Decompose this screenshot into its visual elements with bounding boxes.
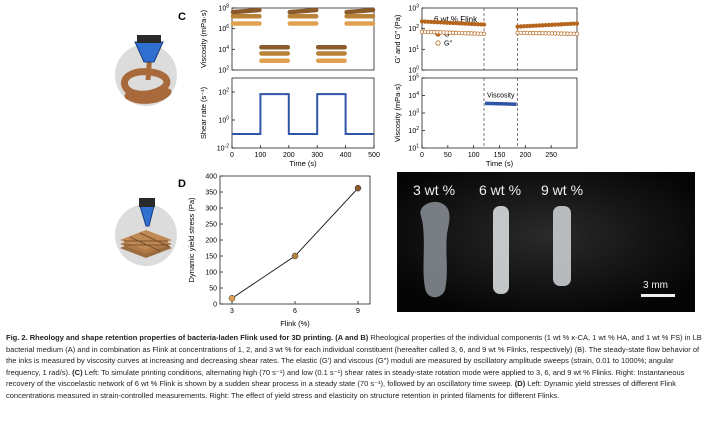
recovery-xtick-label: 100: [468, 152, 480, 159]
chart-shear-rate-time: 10-2 100 102 0 100 200 300 400 500 Time (s) Shear …: [199, 77, 380, 168]
yield-ytick-label: 150: [205, 254, 217, 261]
caption-ab-label: (A and B): [335, 333, 369, 342]
recovery-ytick-label: 104: [408, 91, 419, 100]
yield-point: [228, 294, 236, 302]
viscosity-ylabel: Viscosity (mPa·s): [199, 9, 208, 68]
legend-marker-2: [435, 40, 441, 46]
nozzle-extrusion-illustration: [115, 35, 177, 106]
filament-9wt: [553, 206, 571, 286]
viscosity-ytick-label: 104: [218, 45, 229, 54]
shear-ytick-label: 102: [218, 88, 229, 97]
caption-ab-text: Rheological properties of the individual…: [6, 333, 702, 377]
shear-xtick-label: 500: [368, 152, 380, 159]
filament-photo: 3 wt % 6 wt % 9 wt % 3 mm: [397, 172, 695, 312]
moduli-point-2: [481, 31, 487, 36]
photo-label-9wt: 9 wt %: [541, 182, 584, 198]
viscosity-series-1-segment: [230, 7, 262, 15]
panel-c-label: C: [178, 11, 186, 23]
legend-label-2: G″: [444, 41, 452, 48]
recovery-annotation: Viscosity: [487, 92, 515, 99]
viscosity-ytick-label: 106: [218, 24, 229, 33]
moduli-ytick-label: 103: [408, 4, 419, 13]
yield-point: [291, 252, 299, 260]
scale-bar-label: 3 mm: [643, 280, 668, 291]
yield-ytick-label: 250: [205, 222, 217, 229]
moduli-annotation: 6 wt % Flink: [434, 15, 478, 24]
moduli-point-1: [481, 22, 487, 27]
chart-recovery-viscosity: 101 102 103 104 105 0 50 100 150 200 250 Time (s) Vi…: [393, 74, 578, 168]
printed-lattice-illustration: [115, 198, 177, 266]
shear-rate-line: [232, 93, 374, 135]
recovery-viscosity-series: [484, 101, 517, 106]
shear-ytick-label: 100: [218, 116, 229, 125]
recovery-xtick-label: 0: [420, 152, 424, 159]
legend-label-1: G′: [444, 32, 451, 39]
recovery-ylabel: Viscosity (mPa·s): [393, 83, 402, 142]
recovery-xtick-label: 150: [494, 152, 506, 159]
shear-xtick-label: 200: [283, 152, 295, 159]
recovery-ytick-label: 103: [408, 109, 419, 118]
yield-ytick-label: 400: [205, 174, 217, 181]
viscosity-ytick-label: 102: [218, 66, 229, 75]
yield-ytick-label: 200: [205, 238, 217, 245]
recovery-xtick-label: 50: [444, 152, 452, 159]
yield-plot-frame: [219, 175, 371, 305]
yield-ytick-label: 0: [213, 302, 217, 309]
shear-xtick-label: 300: [311, 152, 323, 159]
yield-ytick-label: 350: [205, 190, 217, 197]
chart-yield-stress: 0 50 100 150 200 250 300 350 400 3 6 9 Flink (%) Dyna…: [187, 174, 371, 328]
yield-ytick-label: 300: [205, 206, 217, 213]
yield-ylabel: Dynamic yield stress (Pa): [187, 197, 196, 283]
shear-ylabel: Shear rate (s⁻¹): [199, 86, 208, 139]
shear-plot-frame: [231, 77, 375, 149]
caption-lead: Fig. 2.: [6, 333, 28, 342]
figure-caption: Fig. 2. Rheology and shape retention pro…: [6, 332, 709, 401]
shear-xtick-label: 0: [230, 152, 234, 159]
filament-3wt: [420, 201, 450, 298]
caption-d-label: (D): [514, 379, 526, 388]
moduli-ylabel: G′ and G″ (Pa): [393, 14, 402, 63]
yield-line: [231, 187, 359, 299]
recovery-xtick-label: 200: [519, 152, 531, 159]
caption-title: Rheology and shape retention properties …: [29, 333, 334, 342]
moduli-ytick-label: 100: [408, 66, 419, 75]
yield-ytick-label: 50: [209, 286, 217, 293]
shear-ytick-label: 10-2: [217, 144, 229, 153]
caption-c-text: Left: To simulate printing conditions, a…: [6, 367, 685, 389]
recovery-ytick-label: 102: [408, 126, 419, 135]
photo-label-6wt: 6 wt %: [479, 182, 522, 198]
panel-d-label: D: [178, 178, 186, 190]
caption-d-text: Left: Dynamic yield stresses of differen…: [6, 379, 676, 400]
yield-xtick-label: 9: [356, 308, 360, 315]
scale-bar: [641, 294, 675, 297]
viscosity-ytick-label: 108: [218, 4, 229, 13]
photo-label-3wt: 3 wt %: [413, 182, 456, 198]
chart-viscosity-time: 102 104 106 108 Viscosity (mPa·s): [199, 4, 376, 75]
chart-moduli-time: 100 101 102 103 G′ and G″ (Pa) 6 wt % Flink G′…: [393, 4, 580, 75]
recovery-ytick-label: 101: [408, 144, 419, 153]
recovery-ytick-label: 105: [408, 74, 419, 83]
filament-6wt: [493, 206, 509, 294]
viscosity-series-1-segment: [287, 7, 319, 15]
viscosity-series-1-segment: [344, 7, 376, 15]
moduli-ytick-label: 101: [408, 45, 419, 54]
recovery-plot-frame: [421, 77, 578, 149]
yield-xlabel: Flink (%): [280, 319, 310, 328]
yield-xtick-label: 3: [230, 308, 234, 315]
recovery-xtick-label: 250: [545, 152, 557, 159]
moduli-point-2: [574, 31, 580, 36]
moduli-plot-frame: [421, 7, 578, 71]
shear-xtick-label: 400: [340, 152, 352, 159]
moduli-ytick-label: 102: [408, 24, 419, 33]
yield-point: [354, 184, 362, 192]
shear-xlabel: Time (s): [289, 159, 317, 168]
viscosity-plot-frame: [231, 7, 375, 71]
moduli-point-1: [574, 21, 580, 26]
shear-xtick-label: 100: [255, 152, 267, 159]
yield-ytick-label: 100: [205, 270, 217, 277]
caption-c-label: (C): [72, 367, 83, 377]
recovery-xlabel: Time (s): [486, 159, 514, 168]
yield-xtick-label: 6: [293, 308, 297, 315]
